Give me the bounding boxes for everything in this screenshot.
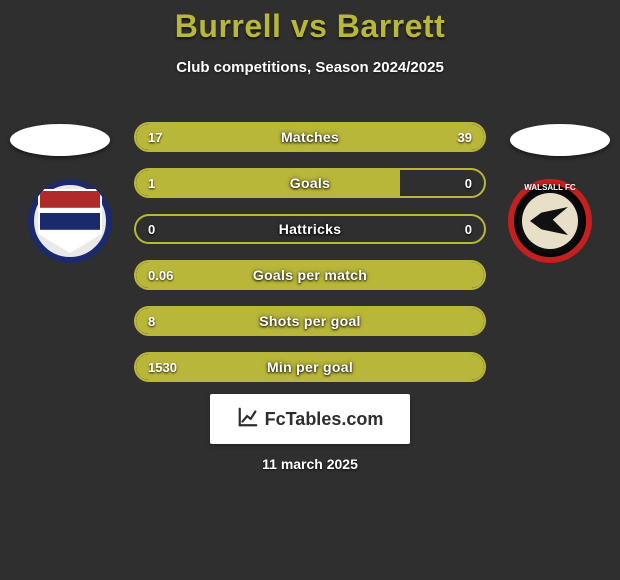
- stat-label: Shots per goal: [136, 308, 484, 334]
- stat-label: Goals per match: [136, 262, 484, 288]
- club-crest-right: WALSALL FC: [508, 179, 592, 263]
- stat-row: 1530Min per goal: [134, 352, 486, 382]
- stat-row: 0.06Goals per match: [134, 260, 486, 290]
- fctables-logo: FcTables.com: [210, 394, 410, 444]
- chart-icon: [237, 406, 259, 433]
- stat-row: 10Goals: [134, 168, 486, 198]
- page-title: Burrell vs Barrett: [0, 0, 620, 45]
- player-avatar-right: [510, 124, 610, 156]
- stat-label: Min per goal: [136, 354, 484, 380]
- stat-label: Hattricks: [136, 216, 484, 242]
- club-crest-right-label: WALSALL FC: [508, 183, 592, 192]
- stat-label: Matches: [136, 124, 484, 150]
- player-avatar-left: [10, 124, 110, 156]
- fctables-logo-text: FcTables.com: [265, 409, 384, 430]
- stat-label: Goals: [136, 170, 484, 196]
- date-label: 11 march 2025: [0, 456, 620, 472]
- stats-container: 1739Matches 10Goals 00Hattricks 0.06Goals p…: [134, 122, 486, 398]
- stat-row: 1739Matches: [134, 122, 486, 152]
- subtitle: Club competitions, Season 2024/2025: [0, 59, 620, 76]
- stat-row: 00Hattricks: [134, 214, 486, 244]
- club-crest-left: [28, 179, 112, 263]
- stat-row: 8Shots per goal: [134, 306, 486, 336]
